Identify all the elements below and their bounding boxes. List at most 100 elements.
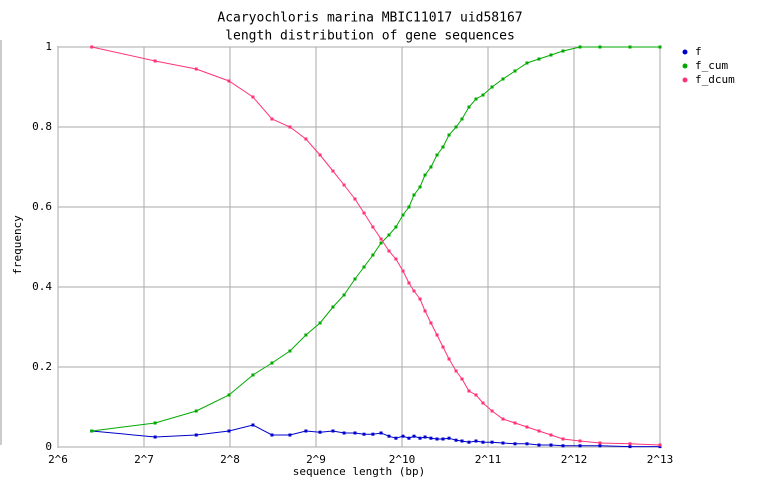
point — [598, 441, 602, 445]
point — [513, 69, 517, 73]
legend-marker — [682, 77, 688, 83]
point — [525, 442, 529, 446]
chart-title: Acaryochloris marina MBIC11017 uid58167 — [217, 11, 522, 26]
point — [401, 213, 405, 217]
point — [447, 133, 451, 137]
point — [549, 433, 553, 437]
series-line — [91, 46, 660, 432]
x-tick-label: 2^12 — [561, 453, 588, 466]
x-tick-label: 2^10 — [389, 453, 416, 466]
point — [441, 145, 445, 149]
point — [549, 443, 553, 447]
point — [379, 241, 383, 245]
point — [441, 437, 445, 441]
point — [474, 393, 478, 397]
point — [467, 389, 471, 393]
point — [490, 409, 494, 413]
point — [658, 45, 662, 49]
point — [658, 443, 662, 447]
point — [412, 434, 416, 438]
point — [353, 197, 357, 201]
point — [598, 45, 602, 49]
point — [513, 421, 517, 425]
point — [537, 443, 541, 447]
point — [628, 445, 632, 449]
legend-label: f_cum — [695, 59, 728, 72]
point — [288, 349, 292, 353]
point — [270, 361, 274, 365]
point — [331, 305, 335, 309]
point — [429, 321, 433, 325]
point — [481, 93, 485, 97]
point — [561, 444, 565, 448]
point — [578, 444, 582, 448]
point — [460, 439, 464, 443]
point — [394, 225, 398, 229]
point — [401, 434, 405, 438]
point — [362, 211, 366, 215]
point — [90, 45, 94, 49]
point — [513, 442, 517, 446]
point — [194, 409, 198, 413]
point — [394, 257, 398, 261]
y-tick-label: 1 — [45, 40, 52, 53]
point — [270, 117, 274, 121]
legend-label: f — [695, 45, 702, 58]
point — [525, 425, 529, 429]
point — [153, 421, 157, 425]
point — [379, 431, 383, 435]
point — [270, 433, 274, 437]
point — [628, 45, 632, 49]
point — [474, 439, 478, 443]
point — [387, 249, 391, 253]
y-tick-label: 0.2 — [32, 360, 52, 373]
point — [435, 153, 439, 157]
point — [429, 436, 433, 440]
point — [501, 77, 505, 81]
x-tick-label: 2^13 — [647, 453, 674, 466]
point — [318, 153, 322, 157]
y-tick-label: 0.6 — [32, 200, 52, 213]
point — [628, 442, 632, 446]
point — [318, 321, 322, 325]
point — [412, 289, 416, 293]
point — [423, 435, 427, 439]
point — [251, 423, 255, 427]
series-line — [91, 424, 660, 448]
point — [441, 345, 445, 349]
point — [418, 436, 422, 440]
series-line — [91, 46, 661, 446]
point — [460, 377, 464, 381]
point — [454, 125, 458, 129]
point — [227, 79, 231, 83]
point — [423, 173, 427, 177]
point — [331, 169, 335, 173]
point — [460, 117, 464, 121]
y-axis-label: frequency — [11, 215, 24, 275]
point — [90, 429, 94, 433]
point — [353, 431, 357, 435]
point — [537, 429, 541, 433]
legend-label: f_dcum — [695, 73, 735, 86]
point — [412, 193, 416, 197]
point — [578, 45, 582, 49]
point — [379, 237, 383, 241]
point — [304, 137, 308, 141]
point — [342, 431, 346, 435]
point — [387, 233, 391, 237]
point — [194, 67, 198, 71]
point — [454, 438, 458, 442]
point — [435, 437, 439, 441]
point — [342, 293, 346, 297]
point — [304, 429, 308, 433]
y-tick-label: 0 — [45, 440, 52, 453]
chart-subtitle: length distribution of gene sequences — [225, 29, 515, 44]
point — [467, 105, 471, 109]
point — [525, 61, 529, 65]
point — [578, 439, 582, 443]
point — [435, 333, 439, 337]
point — [467, 440, 471, 444]
point — [549, 53, 553, 57]
point — [658, 445, 662, 449]
